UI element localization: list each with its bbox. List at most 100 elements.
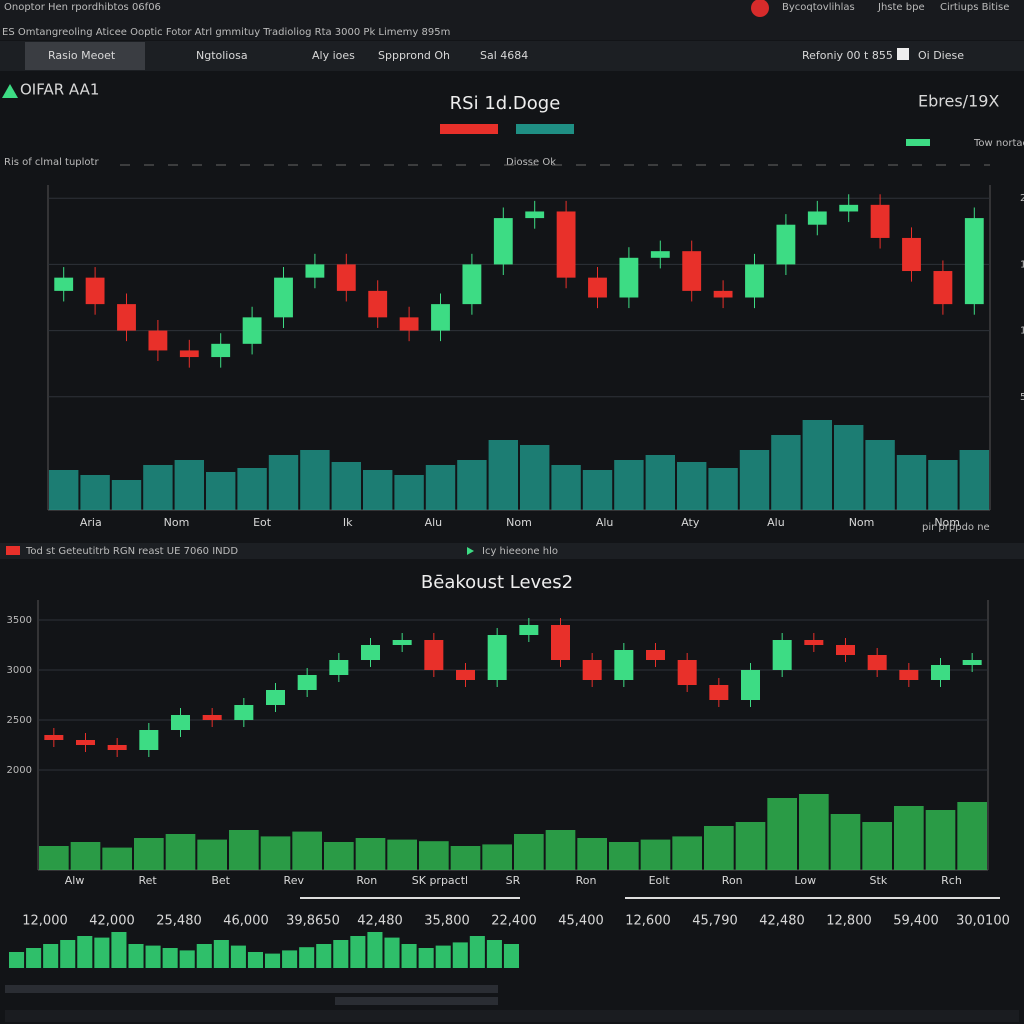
scrollbar[interactable]: [335, 997, 498, 1005]
up-icon: [2, 84, 18, 98]
volume-bar: [197, 839, 227, 870]
bar: [265, 953, 281, 968]
bar: [196, 944, 212, 968]
bar: [128, 944, 144, 968]
volume-bar: [292, 831, 322, 870]
value-label: 42,480: [759, 914, 805, 929]
bar: [350, 936, 366, 968]
bar: [43, 944, 59, 968]
candle-body: [867, 655, 887, 670]
candle-body: [424, 640, 444, 670]
volume-bar: [419, 841, 449, 870]
x-tick-label: Alu: [767, 516, 785, 529]
bar: [213, 940, 229, 968]
bar: [9, 952, 25, 968]
tab[interactable]: Sal 4684: [480, 49, 528, 62]
value-label: 30,0100: [956, 914, 1010, 929]
tab[interactable]: Sppprond Oh: [378, 49, 450, 62]
subheader: ES Omtangreoling Aticee Ooptic Fotor Atr…: [2, 27, 450, 38]
header-link[interactable]: Cirtiups Bitise: [940, 2, 1009, 13]
volume-bar: [582, 470, 613, 510]
header-link[interactable]: Jhste bpe: [877, 2, 925, 13]
volume-bar: [545, 830, 576, 870]
bar: [452, 942, 468, 968]
volume-bar: [520, 445, 550, 510]
volume-bar: [708, 468, 738, 510]
toolbar-button[interactable]: Oi Diese: [918, 49, 964, 62]
candle-body: [487, 635, 507, 680]
icon[interactable]: [897, 48, 909, 60]
candle-body: [931, 665, 950, 680]
status-icon: [6, 546, 20, 555]
bar: [179, 950, 195, 968]
volume-bar: [111, 480, 142, 510]
volume-bar: [363, 470, 393, 510]
candle-body: [107, 745, 127, 750]
candle-body: [305, 264, 325, 278]
bar: [435, 945, 451, 968]
footer: [5, 1010, 1019, 1022]
active-tab[interactable]: [25, 42, 145, 70]
candle-body: [399, 317, 419, 331]
volume-bar: [735, 822, 766, 870]
volume-bar: [143, 465, 173, 510]
value-label: 12,600: [625, 914, 671, 929]
bar: [418, 948, 434, 968]
value-label: 46,000: [223, 914, 269, 929]
y-tick-label: 3500: [7, 615, 32, 626]
candle-body: [242, 317, 262, 344]
tab[interactable]: Ngtoliosa: [196, 49, 248, 62]
volume-bar: [268, 455, 299, 510]
x-tick-label: Nom: [164, 516, 190, 529]
value-label: 25,480: [156, 914, 202, 929]
candle-body: [870, 204, 890, 238]
bar: [162, 948, 178, 968]
toolbar: [0, 41, 1024, 71]
volume-bar: [640, 839, 671, 870]
candle-body: [619, 257, 639, 298]
volume-bar: [102, 847, 132, 870]
y-tick-label: 500: [1020, 392, 1024, 403]
tab[interactable]: Aly ioes: [312, 49, 355, 62]
scrollbar[interactable]: [5, 985, 498, 993]
x-tick-label: Eolt: [649, 874, 671, 887]
bar: [486, 940, 502, 968]
value-label: 12,000: [22, 914, 68, 929]
bar: [299, 947, 315, 968]
candle-body: [804, 640, 824, 645]
candle-body: [392, 640, 412, 645]
candle-body: [148, 330, 168, 351]
candle-body: [807, 211, 827, 225]
value-label: 35,800: [424, 914, 470, 929]
candle-body: [614, 650, 634, 680]
x-tick-label: Rev: [284, 874, 305, 887]
volume-bar: [959, 450, 989, 510]
candle-body: [650, 251, 670, 258]
candle-body: [582, 660, 602, 680]
header-bar: [0, 0, 1024, 40]
alert-icon[interactable]: [751, 0, 769, 17]
volume-bar: [237, 468, 267, 510]
x-tick-label: Ret: [138, 874, 157, 887]
tab[interactable]: Rasio Meoet: [48, 49, 116, 62]
candle-body: [85, 277, 105, 305]
candle-body: [54, 277, 74, 291]
volume-bar: [482, 844, 512, 870]
candle-body: [588, 277, 607, 298]
candle-body: [519, 625, 539, 635]
x-tick-label: Bet: [211, 874, 230, 887]
header-link[interactable]: Bycoqtovlihlas: [782, 2, 855, 13]
volume-bar: [80, 475, 110, 510]
corner-label: pir prppdo ne: [922, 522, 990, 533]
x-tick-label: Nom: [849, 516, 875, 529]
volume-bar: [672, 836, 702, 870]
volume-bar: [862, 822, 892, 870]
volume-bar: [767, 798, 797, 870]
candle-body: [202, 715, 222, 720]
volume-bar: [739, 450, 770, 510]
y-tick-label: 1500: [1020, 259, 1024, 270]
volume-bar: [802, 420, 832, 510]
candle-body: [556, 211, 576, 278]
volume-bar: [645, 455, 675, 510]
